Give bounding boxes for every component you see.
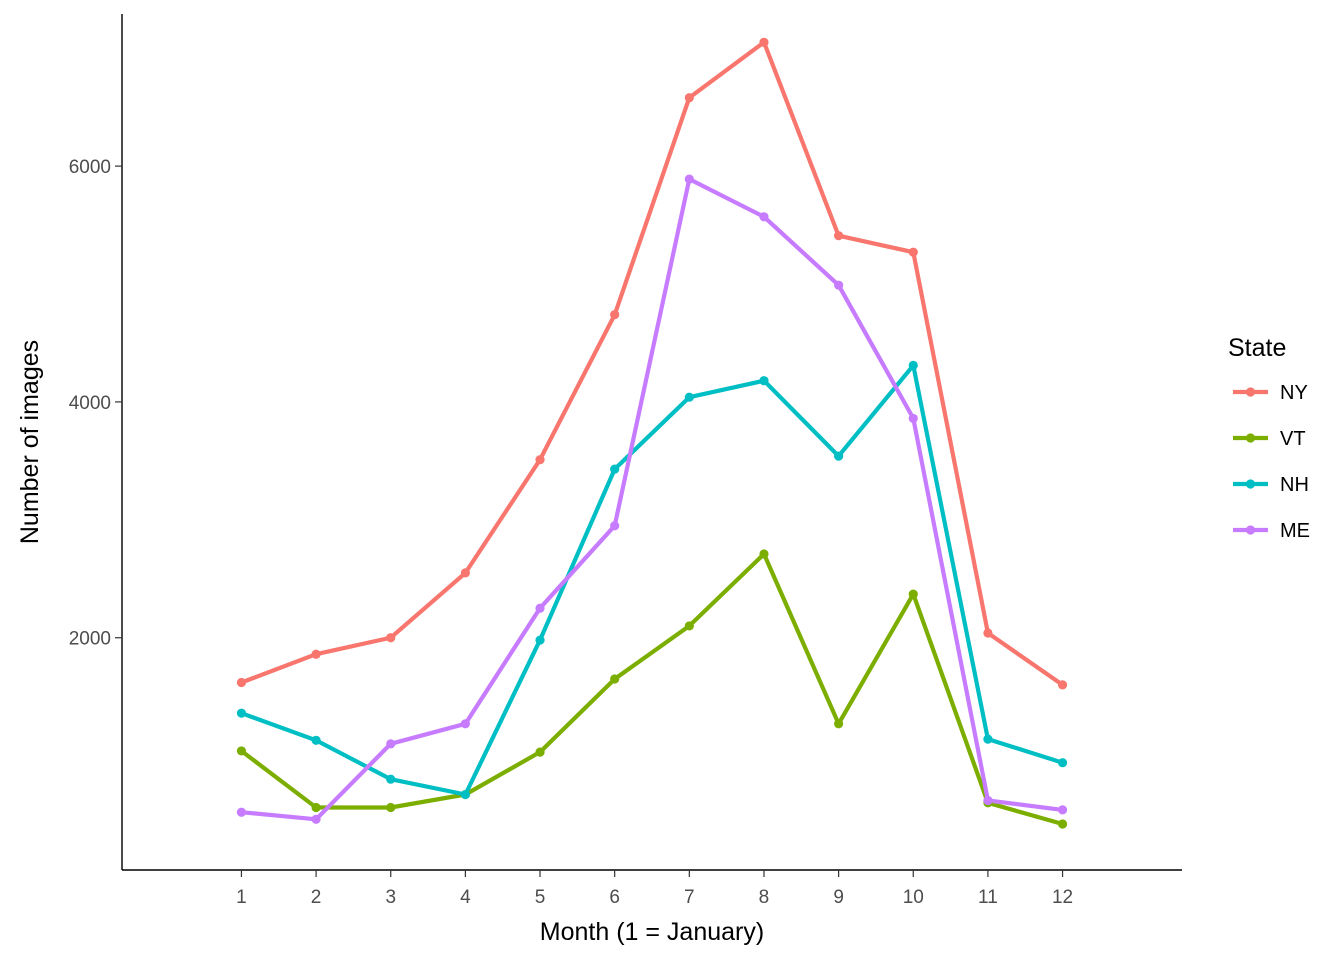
data-point-me — [236, 807, 247, 817]
data-point-nh — [460, 789, 470, 800]
data-point-vt — [684, 621, 694, 631]
data-point-nh — [1057, 758, 1068, 768]
legend-label-me: ME — [1280, 520, 1310, 542]
data-point-nh — [535, 635, 545, 645]
data-point-ny — [1057, 680, 1068, 690]
x-tick-label: 10 — [903, 887, 924, 908]
data-point-ny — [759, 37, 769, 47]
data-point-vt — [1057, 819, 1068, 829]
data-point-me — [1057, 805, 1068, 815]
series-line-ny — [239, 40, 1065, 688]
data-point-me — [460, 719, 470, 729]
y-axis-title: Number of images — [16, 340, 44, 544]
x-tick-label: 11 — [978, 887, 998, 908]
data-point-vt — [311, 802, 321, 813]
x-tick-label: 8 — [759, 887, 770, 908]
data-point-me — [386, 739, 396, 749]
data-point-me — [535, 603, 545, 613]
data-point-ny — [908, 247, 918, 257]
legend: State NY VT NH ME — [1228, 334, 1310, 542]
legend-label-ny: NY — [1280, 382, 1308, 404]
legend-key-point-me — [1245, 525, 1256, 535]
data-point-nh — [983, 734, 993, 744]
series-line-me — [239, 177, 1065, 822]
x-tick-label: 12 — [1052, 887, 1073, 908]
legend-item-nh: NH — [1233, 474, 1309, 496]
data-point-ny — [535, 455, 545, 465]
x-tick-label: 6 — [609, 887, 620, 908]
legend-item-me: ME — [1233, 520, 1310, 542]
x-axis-title: Month (1 = January) — [540, 918, 764, 946]
data-point-me — [983, 795, 993, 806]
data-point-ny — [983, 628, 993, 638]
data-point-vt — [759, 549, 769, 559]
y-tick-label: 6000 — [69, 157, 111, 178]
legend-title: State — [1228, 334, 1286, 362]
data-point-nh — [236, 708, 247, 718]
data-point-me — [311, 814, 321, 824]
data-point-ny — [386, 633, 396, 643]
x-tick-label: 4 — [460, 887, 471, 908]
plot-points-group — [236, 37, 1068, 829]
x-tick-label: 2 — [311, 887, 322, 908]
data-point-ny — [684, 93, 694, 103]
data-point-nh — [759, 376, 769, 386]
y-axis-ticks: 2000 4000 6000 — [69, 157, 122, 650]
legend-label-nh: NH — [1280, 474, 1309, 496]
data-point-me — [834, 280, 844, 290]
data-point-nh — [684, 392, 694, 402]
data-point-vt — [236, 746, 247, 756]
x-axis-ticks: 1 2 3 4 5 6 7 8 9 10 11 12 — [236, 870, 1073, 908]
data-point-ny — [311, 649, 321, 659]
x-tick-label: 1 — [236, 887, 247, 908]
data-point-me — [610, 521, 620, 531]
data-point-ny — [460, 568, 470, 578]
data-point-vt — [535, 747, 545, 757]
data-point-ny — [610, 310, 620, 320]
data-point-vt — [386, 802, 396, 813]
legend-key-point-vt — [1245, 433, 1256, 443]
data-point-nh — [311, 735, 321, 745]
x-tick-label: 3 — [385, 887, 396, 908]
legend-item-ny: NY — [1233, 382, 1308, 404]
data-point-ny — [834, 231, 844, 241]
data-point-nh — [908, 360, 918, 370]
data-point-me — [759, 212, 769, 222]
y-tick-label: 2000 — [69, 629, 111, 650]
data-point-vt — [610, 674, 620, 684]
x-tick-label: 5 — [535, 887, 546, 908]
data-point-vt — [908, 589, 918, 599]
legend-key-point-ny — [1245, 387, 1256, 397]
legend-key-point-nh — [1245, 479, 1256, 489]
y-tick-label: 4000 — [69, 393, 111, 414]
legend-item-vt: VT — [1233, 428, 1306, 450]
data-point-me — [908, 413, 918, 424]
data-point-nh — [386, 774, 396, 784]
x-tick-label: 7 — [684, 887, 695, 908]
plot-series-group — [239, 40, 1065, 827]
data-point-vt — [834, 719, 844, 729]
series-line-nh — [239, 363, 1065, 797]
data-point-ny — [236, 677, 247, 688]
data-point-me — [684, 174, 694, 184]
data-point-nh — [834, 451, 844, 461]
x-tick-label: 9 — [833, 887, 844, 908]
series-line-vt — [239, 551, 1065, 827]
data-point-nh — [610, 464, 620, 474]
legend-label-vt: VT — [1280, 428, 1306, 450]
